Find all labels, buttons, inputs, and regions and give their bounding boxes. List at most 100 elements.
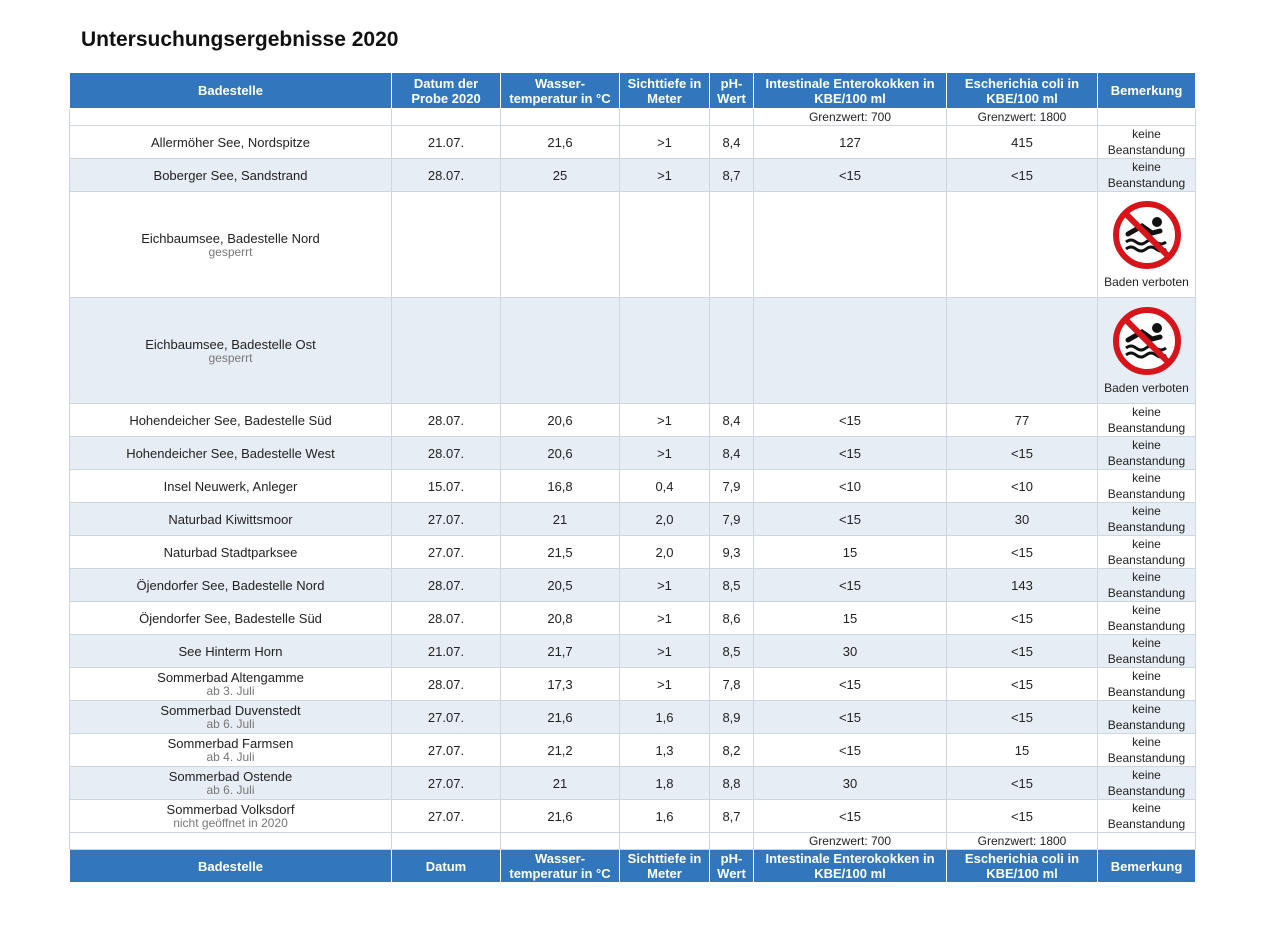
site-name: Eichbaumsee, Badestelle Nord	[141, 230, 320, 246]
site-cell: Sommerbad Farmsen ab 4. Juli	[69, 733, 392, 767]
value-cell: <15	[753, 502, 947, 536]
remark-text: keine Beanstandung	[1107, 702, 1186, 732]
site-cell: Eichbaumsee, Badestelle Nord gesperrt	[69, 191, 392, 298]
site-cell: Sommerbad Altengamme ab 3. Juli	[69, 667, 392, 701]
column-header: pH-Wert	[709, 72, 754, 109]
remark-text: keine Beanstandung	[1107, 570, 1186, 600]
empty-cell	[500, 108, 620, 126]
value-cell: 0,4	[619, 469, 710, 503]
site-cell: Insel Neuwerk, Anleger	[69, 469, 392, 503]
remark-cell: keine Beanstandung	[1097, 403, 1196, 437]
site-name: Hohendeicher See, Badestelle West	[126, 445, 335, 461]
data-row: Öjendorfer See, Badestelle Nord 28.07. 20,…	[69, 568, 1196, 602]
site-cell: Sommerbad Duvenstedt ab 6. Juli	[69, 700, 392, 734]
site-cell: Öjendorfer See, Badestelle Süd	[69, 601, 392, 635]
value-cell: 8,5	[709, 634, 754, 668]
site-note: gesperrt	[208, 350, 253, 365]
site-cell: Hohendeicher See, Badestelle Süd	[69, 403, 392, 437]
empty-cell	[391, 297, 501, 404]
site-cell: Öjendorfer See, Badestelle Nord	[69, 568, 392, 602]
remark-text: keine Beanstandung	[1107, 636, 1186, 666]
table-body: Grenzwert: 700 Grenzwert: 1800 Allermöher …	[69, 108, 1196, 883]
site-note: nicht geöffnet in 2020	[173, 816, 288, 830]
value-cell: 21,2	[500, 733, 620, 767]
value-cell: 8,4	[709, 436, 754, 470]
remark-text: keine Beanstandung	[1107, 127, 1186, 157]
empty-cell	[69, 108, 392, 126]
empty-cell	[753, 297, 947, 404]
value-cell: 28.07.	[391, 568, 501, 602]
column-header: Escherichia coli in KBE/100 ml	[946, 72, 1098, 109]
site-name: Sommerbad Farmsen	[167, 736, 294, 751]
column-footer: Datum	[391, 849, 501, 883]
empty-cell	[619, 832, 710, 850]
site-name: Eichbaumsee, Badestelle Ost	[145, 336, 316, 352]
column-footer: Wasser-temperatur in °C	[500, 849, 620, 883]
empty-cell	[709, 108, 754, 126]
value-cell: 28.07.	[391, 436, 501, 470]
site-cell: Allermöher See, Nordspitze	[69, 125, 392, 159]
value-cell: <10	[753, 469, 947, 503]
value-cell: 20,8	[500, 601, 620, 635]
remark-cell: Baden verboten	[1097, 297, 1196, 404]
value-cell: 17,3	[500, 667, 620, 701]
value-cell: 8,7	[709, 799, 754, 833]
site-note: ab 6. Juli	[206, 717, 255, 731]
remark-text: Baden verboten	[1104, 274, 1189, 289]
value-cell: >1	[619, 403, 710, 437]
value-cell: >1	[619, 568, 710, 602]
empty-cell	[709, 832, 754, 850]
data-row: Öjendorfer See, Badestelle Süd 28.07. 20,8…	[69, 601, 1196, 635]
empty-cell	[391, 191, 501, 298]
page-title: Untersuchungsergebnisse 2020	[81, 28, 399, 51]
data-row: Sommerbad Ostende ab 6. Juli 27.07. 21 1,8 8,…	[69, 766, 1196, 800]
value-cell: <15	[946, 766, 1098, 800]
remark-cell: keine Beanstandung	[1097, 799, 1196, 833]
remark-cell: keine Beanstandung	[1097, 158, 1196, 192]
value-cell: 15.07.	[391, 469, 501, 503]
limit-cell: Grenzwert: 1800	[946, 832, 1098, 850]
results-table: Badestelle Datum der Probe 2020 Wasser-tem…	[69, 72, 1196, 883]
value-cell: 8,9	[709, 700, 754, 734]
value-cell: 8,8	[709, 766, 754, 800]
column-footer: Bemerkung	[1097, 849, 1196, 883]
remark-cell: keine Beanstandung	[1097, 502, 1196, 536]
value-cell: 20,6	[500, 403, 620, 437]
value-cell: 27.07.	[391, 535, 501, 569]
site-note: ab 4. Juli	[206, 750, 255, 764]
empty-cell	[946, 297, 1098, 404]
value-cell: 8,6	[709, 601, 754, 635]
data-row: Sommerbad Duvenstedt ab 6. Juli 27.07. 21,6…	[69, 700, 1196, 734]
remark-text: keine Beanstandung	[1107, 504, 1186, 534]
site-note: ab 6. Juli	[206, 783, 255, 797]
value-cell: 1,6	[619, 799, 710, 833]
value-cell: 28.07.	[391, 601, 501, 635]
site-name: Naturbad Stadtparksee	[163, 544, 298, 560]
remark-text: Baden verboten	[1104, 380, 1189, 395]
limit-row: Grenzwert: 700 Grenzwert: 1800	[69, 108, 1196, 126]
value-cell: 30	[946, 502, 1098, 536]
value-cell: <10	[946, 469, 1098, 503]
column-header: Datum der Probe 2020	[391, 72, 501, 109]
data-row: Naturbad Kiwittsmoor 27.07. 21 2,0 7,9 <15 30 k…	[69, 502, 1196, 536]
value-cell: <15	[946, 634, 1098, 668]
data-row: Hohendeicher See, Badestelle West 28.07. 2…	[69, 436, 1196, 470]
site-cell: Naturbad Kiwittsmoor	[69, 502, 392, 536]
value-cell: 28.07.	[391, 158, 501, 192]
empty-cell	[1097, 108, 1196, 126]
value-cell: 16,8	[500, 469, 620, 503]
remark-text: keine Beanstandung	[1107, 438, 1186, 468]
value-cell: <15	[946, 158, 1098, 192]
value-cell: <15	[946, 799, 1098, 833]
remark-text: keine Beanstandung	[1107, 537, 1186, 567]
empty-cell	[709, 191, 754, 298]
site-name: Insel Neuwerk, Anleger	[163, 478, 298, 494]
remark-cell: keine Beanstandung	[1097, 469, 1196, 503]
value-cell: 20,6	[500, 436, 620, 470]
column-header: Sichttiefe in Meter	[619, 72, 710, 109]
column-header: Bemerkung	[1097, 72, 1196, 109]
remark-text: keine Beanstandung	[1107, 160, 1186, 190]
value-cell: >1	[619, 601, 710, 635]
value-cell: >1	[619, 634, 710, 668]
